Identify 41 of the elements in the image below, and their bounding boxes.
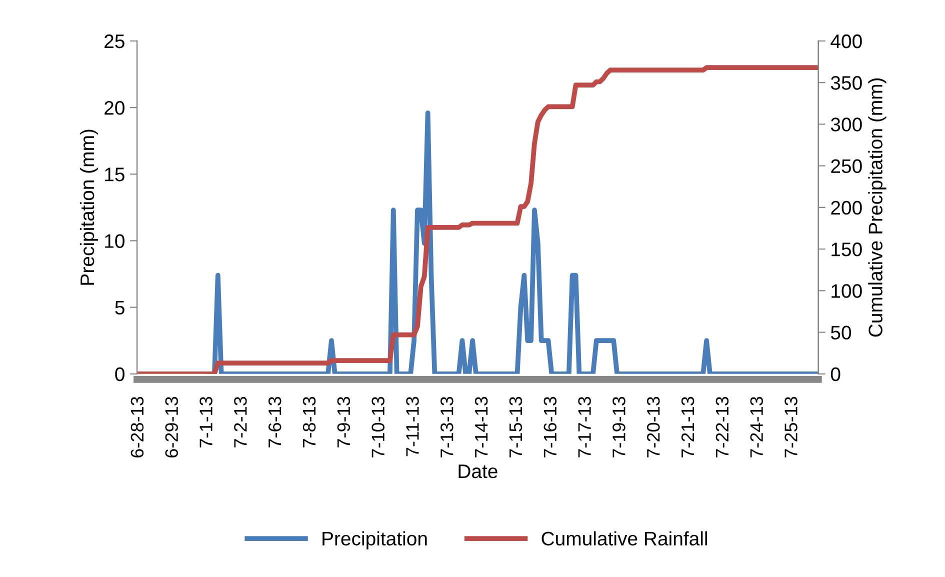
y-tick-label: 25 — [104, 34, 124, 48]
x-tick-label: 7-1-13 — [200, 396, 212, 448]
line-series — [137, 65, 818, 374]
x-tick-label: 7-19-13 — [612, 396, 626, 458]
y2-tick-label: 150 — [832, 242, 862, 256]
x-tick-label: 7-22-13 — [716, 396, 729, 458]
y2-tick-label: 200 — [831, 200, 862, 215]
x-tick-label: 7-24-13 — [750, 396, 763, 458]
y2-tick-label: 400 — [830, 34, 862, 48]
x-axis-title: Date — [458, 464, 498, 478]
y2-tick-label: 0 — [830, 367, 840, 382]
x-tick-label: 7-13-13 — [440, 396, 454, 458]
y-tick-label: 15 — [105, 168, 124, 182]
x-tick-label: 7-9-13 — [337, 396, 350, 448]
x-tick-label: 7-11-13 — [406, 396, 419, 456]
x-tick-label: 7-6-13 — [268, 396, 282, 448]
y2-tick-label: 300 — [830, 118, 862, 132]
x-tick-label: 7-25-13 — [784, 396, 798, 458]
y-tick-label: 0 — [115, 367, 124, 382]
x-tick-label: 7-2-13 — [234, 396, 247, 448]
x-tick-label: 7-20-13 — [646, 396, 660, 458]
legend-label: Cumulative Rainfall — [542, 531, 707, 546]
x-tick-label: 7-21-13 — [681, 396, 694, 458]
y2-axis-title: Cumulative Precipitation (mm) — [868, 78, 886, 337]
x-tick-label: 7-17-13 — [578, 396, 591, 458]
x-tick-label: 7-16-13 — [544, 396, 557, 458]
y-tick-label: 10 — [105, 234, 124, 248]
y-axis-title: Precipitation (mm) — [80, 130, 98, 285]
y2-tick-label: 250 — [831, 159, 862, 174]
y2-tick-label: 50 — [830, 326, 852, 340]
x-tick-label: 7-8-13 — [302, 396, 316, 448]
x-tick-label: 7-10-13 — [372, 396, 384, 458]
x-tick-label: 6-28-13 — [130, 396, 144, 458]
x-tick-label: 7-15-13 — [509, 396, 522, 458]
y-tick-label: 20 — [104, 101, 124, 115]
y2-tick-label: 350 — [830, 76, 862, 90]
x-tick-label: 7-14-13 — [474, 396, 488, 458]
x-tick-label: 6-29-13 — [165, 396, 178, 458]
y-tick-label: 5 — [115, 300, 124, 315]
legend-label: Precipitation — [322, 531, 427, 550]
y2-tick-label: 100 — [832, 284, 862, 298]
